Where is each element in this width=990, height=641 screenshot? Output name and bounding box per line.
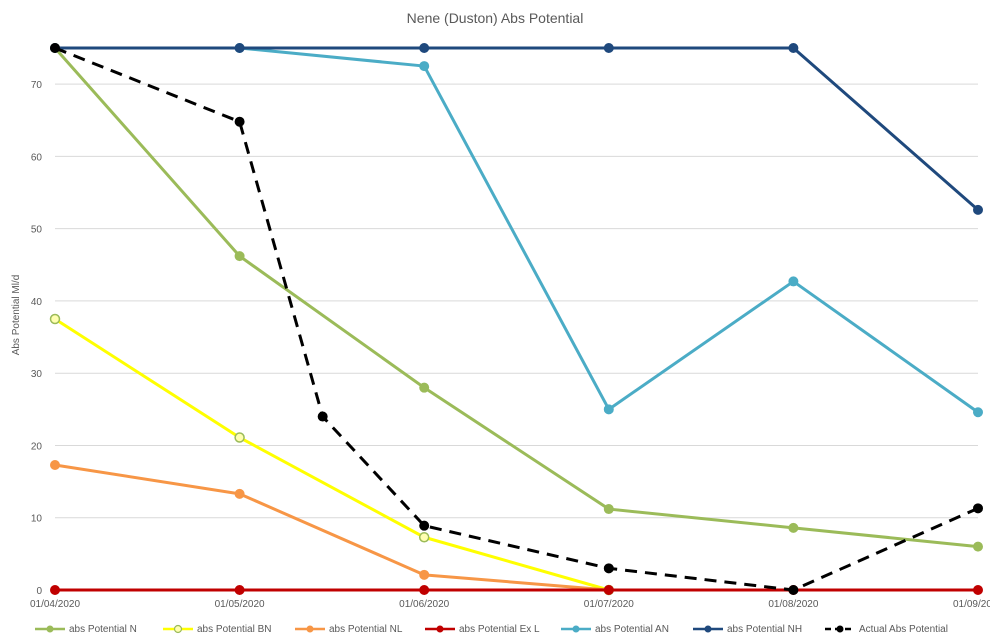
x-tick-label: 01/07/2020 <box>584 599 634 610</box>
x-tick-label: 01/06/2020 <box>399 599 449 610</box>
legend-swatch-marker <box>173 624 183 634</box>
legend-swatch-marker <box>572 625 580 633</box>
series-1 <box>49 313 615 596</box>
data-point <box>973 407 983 418</box>
legend-item: abs Potential AN <box>561 624 669 635</box>
data-point <box>50 585 60 595</box>
data-point <box>973 503 983 514</box>
legend-item: abs Potential BN <box>163 624 272 635</box>
data-point <box>788 43 799 53</box>
legend-label: abs Potential BN <box>197 624 272 635</box>
legend-swatch-marker <box>46 625 54 633</box>
data-point <box>234 488 245 499</box>
data-point <box>419 43 430 53</box>
data-point <box>317 411 328 422</box>
y-tick-label: 50 <box>31 225 43 236</box>
x-tick-label: 01/04/2020 <box>30 599 80 610</box>
legend-item: abs Potential NH <box>693 624 802 635</box>
x-tick-label: 01/09/2020 <box>953 599 990 610</box>
series-5 <box>50 43 983 215</box>
series-2 <box>50 459 614 595</box>
series-line <box>53 47 979 549</box>
y-tick-label: 30 <box>31 369 43 380</box>
data-point <box>788 276 799 287</box>
data-point <box>419 585 430 595</box>
data-point <box>603 504 614 515</box>
grid-layer <box>55 83 978 591</box>
legend-item: Actual Abs Potential <box>825 624 948 635</box>
y-tick-label: 20 <box>31 441 43 452</box>
y-tick-label: 40 <box>31 297 43 308</box>
data-point <box>788 522 799 533</box>
legend-swatch-marker <box>836 625 844 633</box>
y-tick-label: 10 <box>31 514 43 525</box>
y-axis-label: Abs Potential Ml/d <box>11 275 22 356</box>
legend-label: abs Potential NL <box>329 624 403 635</box>
legend-label: Actual Abs Potential <box>859 624 948 635</box>
legend-swatch-marker <box>306 625 314 633</box>
legend-item: abs Potential Ex L <box>425 624 540 635</box>
legend-label: abs Potential NH <box>727 624 802 635</box>
data-point <box>234 432 245 443</box>
data-point <box>418 531 430 543</box>
data-point <box>603 43 614 53</box>
data-point <box>419 61 430 72</box>
data-point <box>234 585 245 595</box>
x-tick-label: 01/08/2020 <box>768 599 818 610</box>
series-line <box>54 46 979 592</box>
data-point <box>234 43 245 53</box>
data-point <box>234 116 245 127</box>
series-layer <box>49 43 983 596</box>
data-point <box>788 585 799 595</box>
data-point <box>973 541 983 552</box>
series-0 <box>50 43 983 552</box>
data-point <box>50 459 60 470</box>
legend-label: abs Potential N <box>69 624 137 635</box>
data-point <box>419 569 430 580</box>
legend-item: abs Potential N <box>35 624 137 635</box>
series-4 <box>234 43 983 418</box>
x-tick-label: 01/05/2020 <box>215 599 265 610</box>
data-point <box>234 251 245 262</box>
y-tick-label: 0 <box>36 586 42 597</box>
y-tick-label: 70 <box>31 80 43 91</box>
data-point <box>603 404 614 415</box>
data-point <box>603 563 614 574</box>
series-line <box>55 46 979 212</box>
series-line <box>54 317 610 592</box>
legend-label: abs Potential AN <box>595 624 669 635</box>
data-point <box>973 204 983 215</box>
y-axis-ticks: 0 10 20 30 40 50 60 70 <box>31 80 43 597</box>
series-3 <box>50 585 983 595</box>
data-point <box>419 382 430 393</box>
data-point <box>973 585 983 595</box>
data-point <box>49 313 61 325</box>
series-line <box>54 463 609 592</box>
legend: abs Potential N abs Potential BN abs Poten… <box>35 624 948 635</box>
series-6 <box>50 43 983 595</box>
legend-label: abs Potential Ex L <box>459 624 540 635</box>
legend-item: abs Potential NL <box>295 624 403 635</box>
x-axis-ticks: 01/04/2020 01/05/2020 01/06/2020 01/07/2020… <box>30 599 990 610</box>
data-point <box>603 585 614 595</box>
legend-swatch-marker <box>704 625 712 633</box>
data-point <box>419 520 430 531</box>
data-point <box>50 43 60 53</box>
series-line <box>239 46 979 414</box>
y-tick-label: 60 <box>31 152 43 163</box>
chart-title: Nene (Duston) Abs Potential <box>407 10 584 26</box>
legend-swatch-marker <box>436 625 444 633</box>
